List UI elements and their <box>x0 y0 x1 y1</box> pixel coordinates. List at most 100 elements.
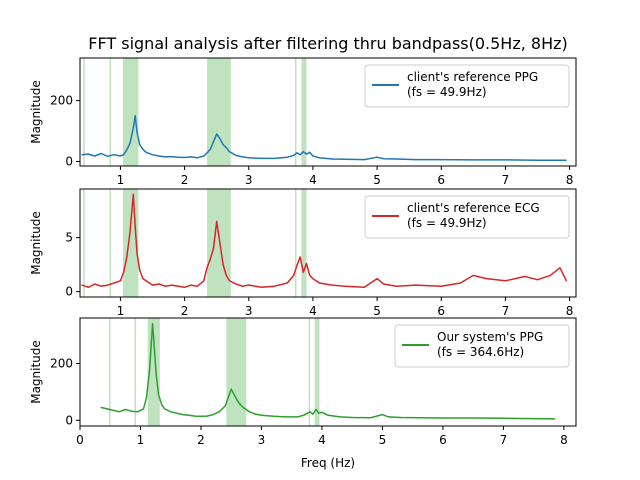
x-tick-label: 1 <box>117 173 125 187</box>
y-tick-label: 5 <box>65 231 73 245</box>
data-point <box>382 283 385 285</box>
data-point <box>309 151 311 153</box>
data-point <box>182 414 184 416</box>
data-point <box>305 153 308 155</box>
data-point <box>188 414 190 416</box>
data-point <box>241 285 243 287</box>
data-point <box>136 131 138 134</box>
data-point <box>81 154 83 156</box>
highlight-band <box>294 58 297 166</box>
data-point <box>142 148 144 150</box>
x-tick-label: 5 <box>373 304 381 318</box>
x-tick-label: 3 <box>258 433 266 447</box>
data-point <box>260 414 263 416</box>
data-point <box>206 267 208 269</box>
data-point <box>124 408 126 411</box>
data-point <box>376 278 378 280</box>
data-point <box>312 278 314 280</box>
y-axis-label: Magnitude <box>29 340 43 404</box>
data-point <box>94 283 96 285</box>
data-point <box>209 148 211 150</box>
data-point <box>171 155 173 158</box>
data-point <box>218 411 220 413</box>
data-point <box>158 283 160 285</box>
data-point <box>177 156 179 158</box>
x-tick-label: 6 <box>437 173 445 187</box>
data-point <box>235 154 237 156</box>
data-point <box>161 404 163 406</box>
data-point <box>216 133 218 135</box>
data-point <box>339 416 341 418</box>
x-tick-label: 2 <box>181 173 189 187</box>
data-point <box>260 157 263 159</box>
data-point <box>344 158 346 160</box>
data-point <box>225 147 227 149</box>
data-point <box>176 412 178 414</box>
data-point <box>139 144 141 146</box>
data-point <box>190 284 192 286</box>
data-point <box>363 159 365 161</box>
data-point <box>113 154 115 156</box>
data-point <box>241 156 243 158</box>
data-point <box>363 286 365 288</box>
legend: client's reference PPG(fs = 49.9Hz) <box>364 64 570 108</box>
data-point <box>212 414 214 416</box>
data-point <box>418 417 420 419</box>
data-point <box>219 242 221 244</box>
legend-label: client's reference PPG <box>407 70 538 84</box>
data-point <box>472 274 474 276</box>
data-point <box>233 394 235 396</box>
data-point <box>382 158 385 160</box>
highlight-band <box>134 318 136 426</box>
x-tick-label: 2 <box>181 304 189 318</box>
data-point <box>472 417 474 419</box>
data-point <box>228 280 231 282</box>
highlight-band <box>301 58 307 166</box>
data-point <box>272 415 275 417</box>
series-line <box>81 193 568 289</box>
data-point <box>318 412 320 414</box>
data-point <box>440 285 442 287</box>
data-point <box>145 280 147 282</box>
x-tick-label: 2 <box>197 433 205 447</box>
highlight-band <box>314 318 320 426</box>
data-point <box>134 115 136 117</box>
data-point <box>305 262 308 265</box>
data-point <box>286 156 288 158</box>
subplot-2: 1 2 3 4 5 6 7 8 0 5 Magnitude client's reference EC… <box>29 188 577 318</box>
x-tick-label: 7 <box>502 304 510 318</box>
highlight-band <box>301 189 307 297</box>
data-point <box>100 152 102 155</box>
data-point <box>549 274 551 276</box>
data-point <box>106 284 109 286</box>
x-tick-label: 8 <box>566 173 574 187</box>
data-point <box>485 278 487 280</box>
data-point <box>315 408 317 411</box>
subplot-3: 0 1 2 3 4 5 6 7 8 0 200 Magnitude Our system's PPG(f… <box>29 317 577 447</box>
highlight-band <box>207 189 231 297</box>
data-point <box>327 414 329 416</box>
data-point <box>177 285 179 287</box>
legend-label: (fs = 49.9Hz) <box>407 85 487 99</box>
series-line <box>81 115 567 161</box>
data-point <box>164 408 166 410</box>
data-point <box>533 418 535 420</box>
data-point <box>254 413 257 415</box>
x-tick-label: 1 <box>117 304 125 318</box>
legend-box <box>364 195 570 239</box>
x-axis-label: Freq (Hz) <box>301 456 355 470</box>
highlight-band <box>83 189 85 297</box>
data-point <box>151 154 154 156</box>
chart-title: FFT signal analysis after filtering thru… <box>88 34 568 53</box>
data-point <box>216 220 218 222</box>
data-point <box>183 156 186 159</box>
data-point <box>196 285 199 287</box>
data-point <box>331 158 333 160</box>
data-point <box>206 152 208 154</box>
data-point <box>212 141 215 143</box>
data-point <box>344 285 346 287</box>
data-point <box>209 258 211 260</box>
data-point <box>309 411 311 413</box>
legend-label: Our system's PPG <box>437 330 543 344</box>
